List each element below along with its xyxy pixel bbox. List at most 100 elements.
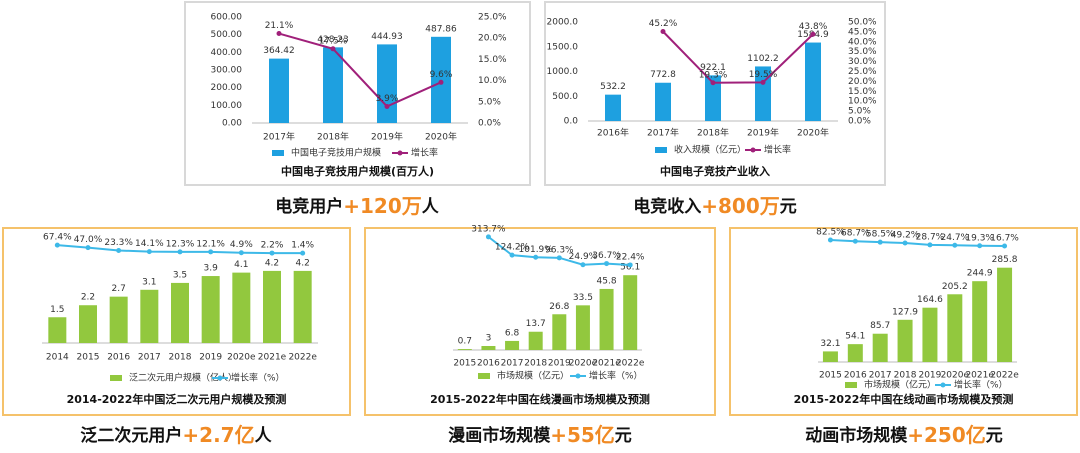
bar (552, 314, 567, 350)
bar (140, 289, 159, 343)
bar-value-label: 32.1 (820, 339, 840, 349)
line-marker (438, 79, 444, 85)
bar (171, 282, 189, 343)
legend-swatch-dot (217, 375, 223, 381)
bar (109, 296, 128, 343)
line-marker (276, 31, 282, 37)
x-tick-label: 2016 (477, 359, 500, 369)
bar (269, 58, 289, 123)
bar-value-label: 4.2 (265, 258, 279, 268)
bar (605, 94, 621, 121)
bar (232, 272, 251, 343)
line-marker (238, 250, 244, 256)
line-value-label: 21.1% (265, 21, 294, 31)
chart-panel: 2014 2015 2016 2017 2018 2019 2020e 2021e 2022e 1… (2, 227, 351, 416)
caption-part: +800万 (701, 194, 780, 218)
line-marker (627, 262, 633, 268)
legend-swatch-dot (575, 373, 581, 379)
legend-swatch-dot (397, 150, 403, 156)
y-tick-label: 200.00 (211, 83, 243, 93)
bar-value-label: 164.6 (917, 295, 943, 305)
y2-tick-label: 25.0% (478, 13, 507, 23)
line-value-label: 16.7% (990, 233, 1019, 243)
line-marker (760, 79, 766, 85)
bar-value-label: 3.9 (204, 264, 219, 274)
bar-value-label: 772.8 (650, 70, 676, 80)
bar-value-label: 33.5 (573, 293, 593, 303)
caption: 漫画市场规模+55亿元 (448, 423, 632, 447)
x-tick-label: 2017年 (263, 131, 295, 143)
y-tick-label: 0.0 (564, 117, 579, 127)
line-value-label: 67.4% (43, 233, 72, 243)
line-value-label: 82.5% (816, 227, 845, 237)
bar-value-label: 444.93 (371, 32, 403, 42)
bar (947, 294, 963, 362)
bar-value-label: 205.2 (942, 282, 968, 292)
chart-title: 中国电子竞技产业收入 (660, 164, 770, 178)
y2-tick-label: 10.0% (848, 97, 877, 107)
caption-part: +55亿 (550, 423, 615, 447)
y2-tick-label: 30.0% (848, 57, 877, 67)
legend-label: 增长率（%） (589, 370, 643, 382)
x-tick-label: 2017 (869, 371, 892, 381)
caption-part: 泛二次元用户 (80, 425, 182, 446)
chart-panel: 0.0500.01000.01500.02000.00.0%5.0%10.0%1… (544, 1, 886, 186)
line-value-label: 23.3% (104, 238, 133, 248)
bar (377, 44, 397, 123)
line-marker (330, 46, 336, 52)
bar-value-label: 45.8 (597, 276, 617, 286)
caption-part: 电竞用户 (275, 196, 343, 217)
line-value-label: 68.7% (841, 229, 870, 239)
x-tick-label: 2022e (616, 359, 645, 369)
bar (922, 307, 938, 362)
y-tick-label: 600.00 (211, 13, 243, 23)
chart-panel: 0.00 100.00 200.00 300.00 400.00 500.00 600.00… (184, 1, 531, 186)
legend-swatch (478, 373, 490, 379)
x-tick-label: 2020年 (797, 127, 829, 139)
legend-label: 增长率 (411, 147, 438, 159)
bar-value-label: 244.9 (967, 269, 993, 279)
x-tick-label: 2016 (107, 353, 130, 363)
bar (705, 75, 721, 121)
line-marker (485, 234, 491, 240)
bar (457, 349, 472, 350)
line-marker (300, 250, 306, 256)
panel-frame (364, 227, 716, 416)
x-tick-label: 2018 (169, 353, 192, 363)
line-marker (146, 249, 152, 255)
bar (293, 270, 312, 343)
line-value-label: 9.6% (430, 70, 453, 80)
x-tick-label: 2018 (524, 359, 547, 369)
line-marker (952, 242, 958, 248)
caption-part: 动画市场规模 (805, 425, 908, 446)
bar-value-label: 0.7 (458, 337, 472, 347)
line-value-label: 12.3% (166, 239, 195, 249)
y2-tick-label: 40.0% (848, 37, 877, 47)
x-tick-label: 2022e (288, 353, 317, 363)
line-value-label: 4.9% (230, 240, 253, 250)
chart-title: 2015-2022年中国在线漫画市场规模及预测 (430, 392, 650, 406)
bar-value-label: 13.7 (526, 319, 546, 329)
legend-label: 收入规模（亿元） (674, 144, 746, 156)
bar (623, 275, 638, 350)
x-tick-label: 2019 (918, 371, 941, 381)
y2-tick-label: 5.0% (848, 107, 871, 117)
y2-tick-label: 25.0% (848, 67, 877, 77)
line-marker (269, 250, 275, 256)
bar (897, 319, 913, 362)
line-value-label: 45.2% (649, 19, 678, 29)
line-value-label: 1.4% (291, 241, 314, 251)
bar-value-label: 922.1 (700, 63, 726, 73)
bar (872, 333, 888, 362)
x-tick-label: 2019年 (371, 131, 403, 143)
legend-swatch (110, 375, 122, 381)
bar-value-label: 26.8 (549, 302, 569, 312)
bar-value-label: 6.8 (505, 328, 520, 338)
caption-part: 人 (255, 426, 273, 446)
bar-value-label: 127.9 (892, 307, 918, 317)
line-marker (177, 249, 183, 255)
growth-line (662, 30, 814, 84)
caption-part: +250亿 (907, 423, 986, 447)
chart-title: 中国电子竞技用户规模(百万人) (281, 164, 434, 178)
line-value-label: 19.3% (699, 70, 728, 80)
